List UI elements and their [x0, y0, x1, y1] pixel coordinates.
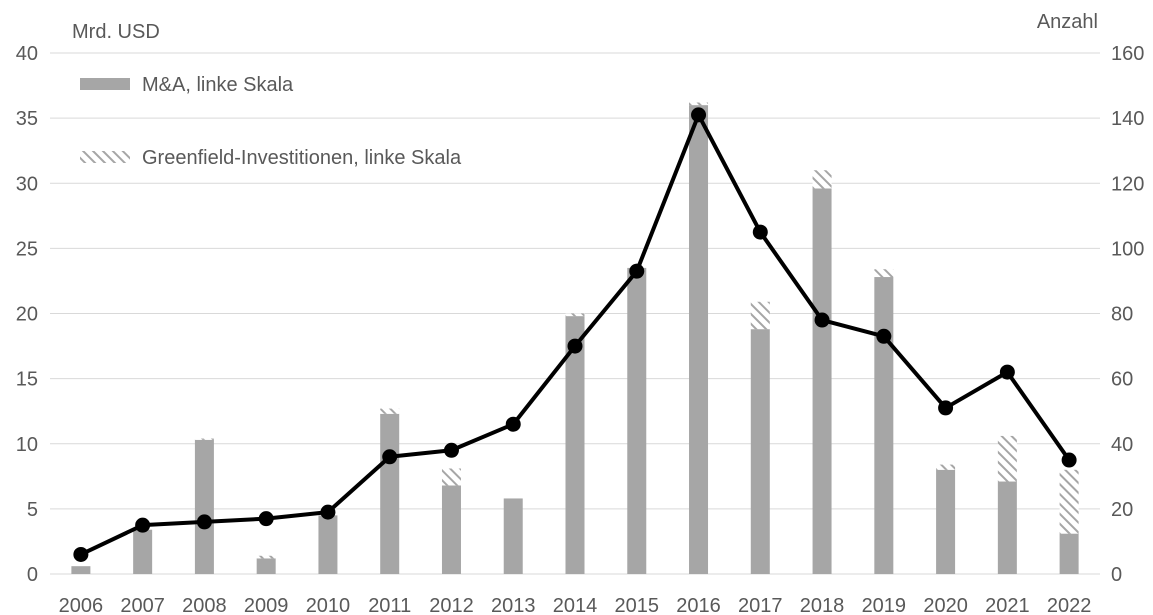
- y-left-tick-label: 30: [16, 173, 38, 195]
- bar-greenfield: [1059, 469, 1079, 534]
- x-tick-label: 2016: [676, 595, 721, 615]
- line-point: [938, 400, 954, 416]
- x-tick-label: 2019: [862, 595, 907, 615]
- y-right-tick-label: 60: [1111, 369, 1133, 391]
- legend: M&A, linke Skala Greenfield-Investitionen…: [80, 74, 462, 169]
- bar-greenfield: [874, 269, 894, 278]
- line-point: [567, 338, 583, 354]
- y-left-tick-label: 40: [16, 43, 38, 65]
- axes: 0 5 10 15 20 25 30 35 40 0 20 40 60 80 100 120 140 160 200…: [16, 11, 1145, 615]
- y-right-tick-label: 0: [1111, 564, 1122, 586]
- bar-greenfield: [256, 555, 276, 559]
- bar-ma: [380, 413, 400, 574]
- line-point: [443, 442, 459, 458]
- y-right-axis-title: Anzahl: [1037, 11, 1098, 33]
- bar-ma: [997, 481, 1017, 574]
- legend-label-greenfield: Greenfield-Investitionen, linke Skala: [142, 147, 462, 169]
- line-point: [999, 364, 1015, 380]
- bar-greenfield: [936, 464, 956, 470]
- bar-greenfield: [689, 102, 709, 106]
- y-right-tick-label: 120: [1111, 173, 1144, 195]
- line-point: [876, 328, 892, 344]
- y-left-axis-title: Mrd. USD: [72, 21, 160, 43]
- x-tick-label: 2008: [182, 595, 227, 615]
- y-right-tick-label: 160: [1111, 43, 1144, 65]
- bar-greenfield: [194, 438, 214, 440]
- line-point: [382, 449, 398, 465]
- bar-ma: [1059, 533, 1079, 574]
- line-point: [691, 107, 707, 123]
- y-right-tick-label: 140: [1111, 108, 1144, 130]
- x-tick-label: 2011: [368, 595, 411, 615]
- line-point: [1061, 452, 1077, 468]
- x-tick-label: 2014: [553, 595, 598, 615]
- bar-ma: [627, 267, 647, 574]
- bar-greenfield: [812, 170, 832, 189]
- x-tick-label: 2012: [429, 595, 474, 615]
- bar-ma: [565, 316, 585, 574]
- bar-ma: [874, 277, 894, 574]
- x-tick-label: 2020: [923, 595, 968, 615]
- bar-ma: [71, 566, 91, 574]
- line-point: [814, 312, 830, 328]
- line-point: [73, 546, 89, 562]
- line-point: [320, 504, 336, 520]
- bar-ma: [194, 439, 214, 574]
- x-tick-label: 2021: [985, 595, 1030, 615]
- y-left-tick-label: 5: [27, 499, 38, 521]
- x-tick-label: 2017: [738, 595, 783, 615]
- line-point: [196, 514, 212, 530]
- y-left-tick-label: 10: [16, 434, 38, 456]
- bar-ma: [689, 105, 709, 574]
- legend-swatch-ma: [80, 78, 130, 90]
- x-tick-label: 2006: [59, 595, 104, 615]
- bar-greenfield: [565, 313, 585, 317]
- bar-ma: [503, 498, 523, 574]
- legend-label-ma: M&A, linke Skala: [142, 74, 294, 96]
- y-right-tick-label: 100: [1111, 238, 1144, 260]
- bar-greenfield: [997, 435, 1017, 482]
- line-point: [752, 224, 768, 240]
- y-right-tick-label: 40: [1111, 434, 1133, 456]
- y-right-tick-label: 80: [1111, 304, 1133, 326]
- x-tick-label: 2013: [491, 595, 536, 615]
- bars: [71, 102, 1079, 574]
- y-left-tick-label: 25: [16, 238, 38, 260]
- bar-ma: [750, 329, 770, 574]
- line-series: [73, 107, 1077, 562]
- bar-greenfield: [441, 468, 461, 486]
- line-point: [258, 511, 274, 527]
- bar-greenfield: [380, 408, 400, 414]
- y-right-tick-label: 20: [1111, 499, 1133, 521]
- line-point: [505, 416, 521, 432]
- line-point: [629, 263, 645, 279]
- bar-ma: [133, 529, 153, 574]
- legend-swatch-greenfield: [80, 151, 130, 163]
- x-tick-label: 2018: [800, 595, 845, 615]
- y-left-tick-label: 35: [16, 108, 38, 130]
- x-tick-label: 2010: [306, 595, 351, 615]
- y-left-tick-label: 20: [16, 304, 38, 326]
- x-tick-label: 2015: [615, 595, 660, 615]
- y-left-tick-label: 0: [27, 564, 38, 586]
- bar-ma: [318, 515, 338, 574]
- x-tick-label: 2022: [1047, 595, 1092, 615]
- x-tick-label: 2009: [244, 595, 289, 615]
- bar-ma: [256, 558, 276, 574]
- bar-ma: [936, 469, 956, 574]
- bar-ma: [812, 188, 832, 574]
- bar-ma: [441, 485, 461, 574]
- y-left-tick-label: 15: [16, 369, 38, 391]
- x-tick-label: 2007: [120, 595, 165, 615]
- line-point: [135, 517, 151, 533]
- bar-greenfield: [750, 301, 770, 330]
